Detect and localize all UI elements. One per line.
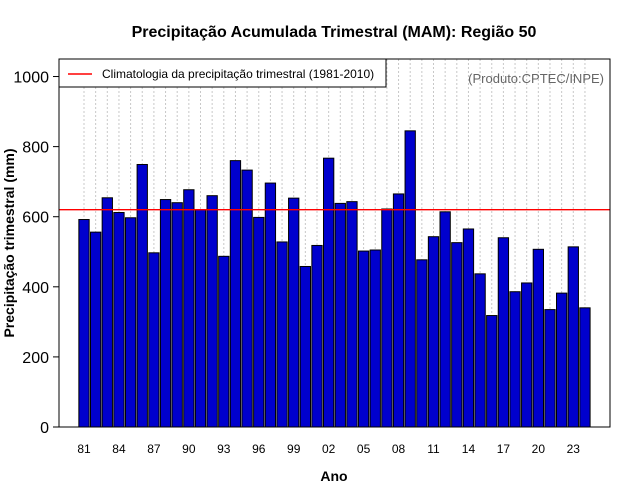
bar-2004 [346,201,358,428]
bar-2013 [451,242,463,428]
bar-1998 [276,241,288,428]
bar-1983 [101,197,113,428]
bar-2001 [311,244,323,428]
x-axis-title: Ano [320,468,347,484]
bar-1984 [113,212,125,428]
bar-2021 [544,309,556,428]
x-tick-label: 08 [392,442,406,456]
bar-1990 [183,189,195,428]
bar-2019 [521,282,533,428]
y-tick-label: 1000 [13,70,49,87]
bars [78,130,591,428]
bar-2011 [427,236,440,428]
bar-1999 [288,197,300,428]
bar-2002 [323,157,335,428]
x-tick-label: 14 [462,442,476,456]
y-axis: 0 200 400 600 800 1000 [13,70,59,437]
bar-2023 [567,246,579,428]
credit-text: (Produto:CPTEC/INPE) [468,71,604,86]
bar-1988 [159,199,172,428]
y-tick-label: 600 [22,210,49,227]
bar-2018 [509,291,521,428]
bar-1981 [78,219,90,428]
bar-2016 [486,315,498,428]
legend-label: Climatologia da precipitação trimestral … [102,67,374,81]
x-tick-label: 11 [427,442,440,456]
bar-2015 [474,273,486,428]
bar-1987 [148,252,160,428]
bar-2008 [392,193,405,428]
legend: Climatologia da precipitação trimestral … [58,58,387,88]
x-tick-label: 90 [182,442,196,456]
x-tick-label: 17 [497,442,511,456]
bar-2010 [416,259,428,428]
bar-1997 [264,182,277,428]
bar-2006 [369,249,381,428]
x-axis: 81 84 87 90 93 96 99 02 05 08 11 14 17 20 23 [77,442,580,456]
bar-1982 [90,231,102,428]
bar-2022 [556,292,568,428]
bar-2000 [299,265,312,428]
bar-1991 [194,209,207,428]
bar-2007 [381,208,393,428]
bar-1994 [229,160,242,428]
chart-title: Precipitação Acumulada Trimestral (MAM):… [132,24,537,41]
x-tick-label: 20 [532,442,546,456]
bar-1993 [218,255,230,428]
y-tick-label: 800 [22,140,49,157]
bar-2012 [439,211,451,428]
bar-2003 [334,202,346,428]
bar-1992 [206,195,218,428]
bar-1985 [124,217,137,428]
x-tick-label: 23 [567,442,581,456]
x-tick-label: 02 [322,442,336,456]
bar-1986 [136,163,148,428]
legend-box [58,58,387,88]
x-tick-label: 93 [217,442,231,456]
x-tick-label: 81 [77,442,91,456]
x-tick-label: 05 [357,442,371,456]
bar-2009 [404,130,416,428]
y-tick-label: 200 [22,350,49,367]
y-tick-label: 0 [40,420,49,437]
x-tick-label: 87 [147,442,161,456]
bar-2024 [579,307,591,428]
x-tick-label: 99 [287,442,301,456]
bar-2020 [532,248,545,428]
y-axis-title: Precipitação trimestral (mm) [1,148,17,337]
x-tick-label: 84 [112,442,126,456]
bar-1995 [241,169,253,428]
bar-1996 [253,216,265,428]
y-tick-label: 400 [22,280,49,297]
bar-2014 [462,228,475,428]
x-tick-label: 96 [252,442,266,456]
bar-1989 [171,202,183,428]
bar-2017 [497,237,510,428]
bar-2005 [357,250,370,428]
